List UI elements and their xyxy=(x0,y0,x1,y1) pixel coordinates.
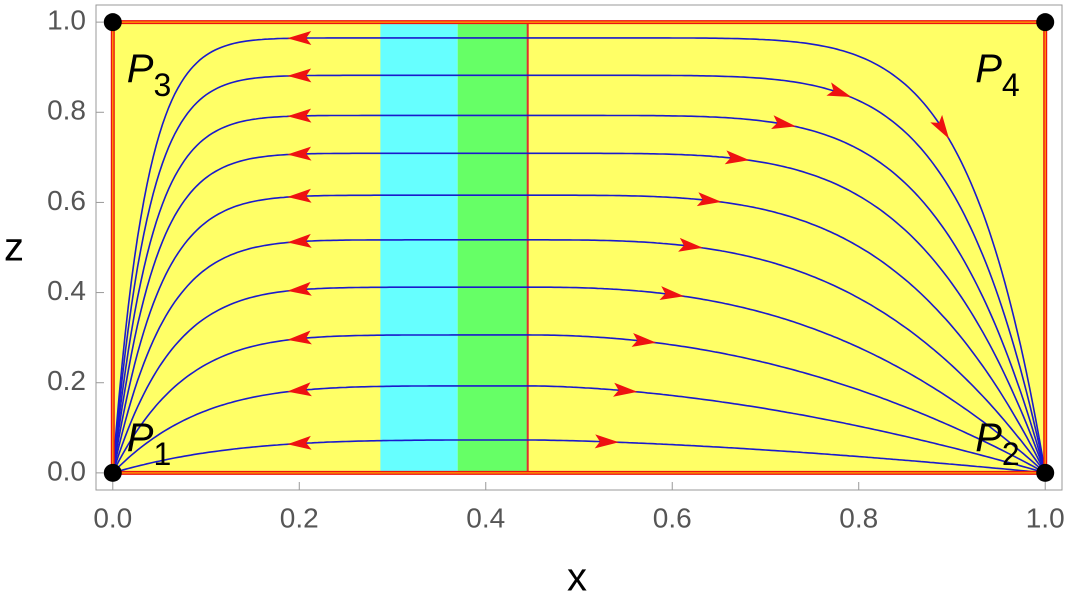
x-tick-label: 0.2 xyxy=(280,502,319,533)
flow-arrow xyxy=(594,434,619,449)
flow-arrow xyxy=(771,115,796,129)
trajectory xyxy=(112,37,1046,474)
flow-arrow xyxy=(659,286,685,301)
point-label: P1 xyxy=(127,416,171,472)
region-band xyxy=(380,22,458,473)
flow-arrow xyxy=(287,188,312,203)
flow-arrow xyxy=(287,108,312,123)
y-tick-label: 0.4 xyxy=(47,275,86,306)
flow-arrow xyxy=(678,237,703,252)
trajectory xyxy=(112,439,1046,474)
trajectory xyxy=(112,334,1046,474)
point-label-subscript: 2 xyxy=(1002,436,1020,472)
point-label: P3 xyxy=(127,47,171,103)
fixed-point xyxy=(103,463,122,482)
flow-arrow xyxy=(826,82,852,97)
point-label-name: P xyxy=(975,47,1002,91)
fixed-point xyxy=(1036,13,1055,32)
point-label-subscript: 4 xyxy=(1002,67,1020,103)
point-label-name: P xyxy=(127,416,154,460)
flow-arrow xyxy=(930,114,950,139)
y-tick-label: 0.0 xyxy=(47,455,86,486)
x-tick-label: 1.0 xyxy=(1026,502,1065,533)
x-tick-label: 0.8 xyxy=(839,502,878,533)
point-label-name: P xyxy=(975,416,1002,460)
y-tick-label: 0.6 xyxy=(47,185,86,216)
trajectory xyxy=(112,385,1046,474)
point-label: P2 xyxy=(975,416,1019,472)
point-label-name: P xyxy=(127,47,154,91)
flow-arrow xyxy=(287,30,312,45)
flow-arrow xyxy=(613,382,638,397)
y-axis-label: z xyxy=(4,226,24,270)
point-label: P4 xyxy=(975,47,1019,103)
point-label-subscript: 3 xyxy=(153,67,171,103)
x-tick-label: 0.0 xyxy=(93,502,132,533)
trajectory xyxy=(112,194,1046,474)
plot-frame xyxy=(95,4,1063,491)
flow-arrow xyxy=(287,330,312,345)
trajectory xyxy=(112,152,1046,474)
fixed-point xyxy=(1036,463,1055,482)
flow-arrow xyxy=(724,150,750,165)
y-tick-label: 0.2 xyxy=(47,365,86,396)
trajectory xyxy=(112,286,1046,474)
phase-region xyxy=(112,22,1046,473)
trajectory xyxy=(112,239,1046,474)
x-axis-label: x xyxy=(567,556,587,600)
flow-arrow xyxy=(287,281,312,296)
region-band xyxy=(457,22,528,473)
point-label-subscript: 1 xyxy=(153,436,171,472)
flow-arrow xyxy=(287,233,312,248)
flow-arrow xyxy=(696,192,722,207)
trajectory xyxy=(112,74,1046,474)
trajectory xyxy=(112,114,1046,474)
x-tick-label: 0.4 xyxy=(466,502,505,533)
x-tick-label: 0.6 xyxy=(653,502,692,533)
flow-arrow xyxy=(287,382,312,397)
flow-arrow xyxy=(287,68,312,83)
y-tick-label: 0.8 xyxy=(47,95,86,126)
y-tick-label: 1.0 xyxy=(47,5,86,36)
flow-arrow xyxy=(287,146,312,161)
flow-arrow xyxy=(631,333,657,347)
fixed-point xyxy=(103,13,122,32)
flow-arrow xyxy=(287,435,312,450)
